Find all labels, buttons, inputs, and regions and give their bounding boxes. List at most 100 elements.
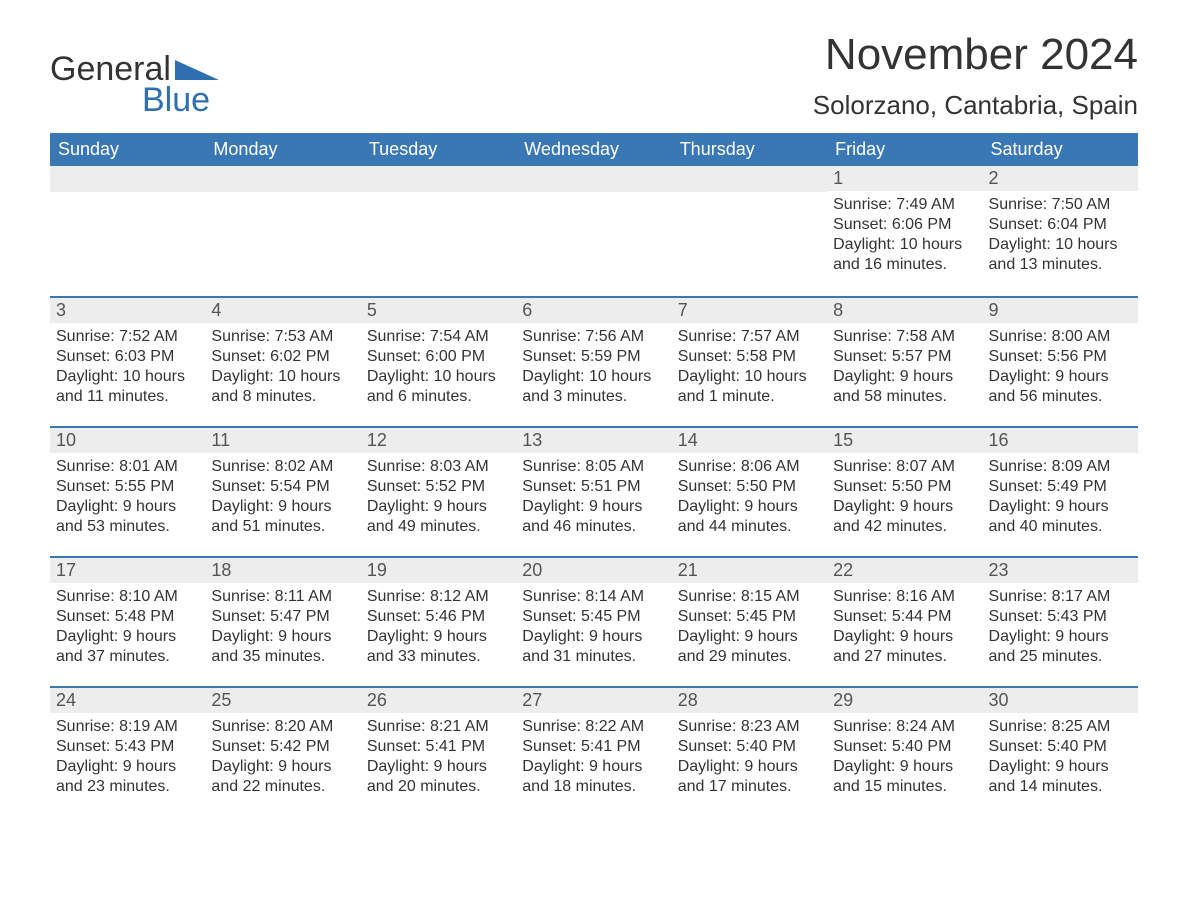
day-cell [672,166,827,296]
weekday-header: Saturday [983,133,1138,166]
day-cell: 29Sunrise: 8:24 AMSunset: 5:40 PMDayligh… [827,688,982,816]
daylight-text: Daylight: 9 hours and 29 minutes. [678,627,821,667]
daylight-text: Daylight: 9 hours and 15 minutes. [833,757,976,797]
daylight-text: Daylight: 9 hours and 25 minutes. [989,627,1132,667]
day-body: Sunrise: 8:11 AMSunset: 5:47 PMDaylight:… [205,583,360,671]
daylight-text: Daylight: 9 hours and 20 minutes. [367,757,510,797]
day-cell: 5Sunrise: 7:54 AMSunset: 6:00 PMDaylight… [361,298,516,426]
day-body: Sunrise: 8:19 AMSunset: 5:43 PMDaylight:… [50,713,205,801]
sunrise-text: Sunrise: 8:16 AM [833,587,976,607]
day-number: 4 [205,298,360,323]
weekday-header-row: Sunday Monday Tuesday Wednesday Thursday… [50,133,1138,166]
sunrise-text: Sunrise: 7:57 AM [678,327,821,347]
sunset-text: Sunset: 5:57 PM [833,347,976,367]
day-cell: 19Sunrise: 8:12 AMSunset: 5:46 PMDayligh… [361,558,516,686]
day-cell: 11Sunrise: 8:02 AMSunset: 5:54 PMDayligh… [205,428,360,556]
daylight-text: Daylight: 9 hours and 46 minutes. [522,497,665,537]
week-row: 10Sunrise: 8:01 AMSunset: 5:55 PMDayligh… [50,426,1138,556]
day-number: 3 [50,298,205,323]
weekday-header: Friday [827,133,982,166]
daylight-text: Daylight: 9 hours and 42 minutes. [833,497,976,537]
month-title: November 2024 [813,30,1138,80]
day-body: Sunrise: 7:57 AMSunset: 5:58 PMDaylight:… [672,323,827,411]
sunrise-text: Sunrise: 8:21 AM [367,717,510,737]
daylight-text: Daylight: 10 hours and 13 minutes. [989,235,1132,275]
sunrise-text: Sunrise: 8:09 AM [989,457,1132,477]
sunset-text: Sunset: 5:41 PM [522,737,665,757]
day-number: 22 [827,558,982,583]
sunrise-text: Sunrise: 7:49 AM [833,195,976,215]
day-number: 12 [361,428,516,453]
daylight-text: Daylight: 9 hours and 22 minutes. [211,757,354,797]
day-cell: 24Sunrise: 8:19 AMSunset: 5:43 PMDayligh… [50,688,205,816]
sunset-text: Sunset: 5:49 PM [989,477,1132,497]
daylight-text: Daylight: 9 hours and 17 minutes. [678,757,821,797]
weekday-header: Thursday [672,133,827,166]
sunrise-text: Sunrise: 8:20 AM [211,717,354,737]
day-cell: 17Sunrise: 8:10 AMSunset: 5:48 PMDayligh… [50,558,205,686]
sunrise-text: Sunrise: 7:50 AM [989,195,1132,215]
sunrise-text: Sunrise: 8:22 AM [522,717,665,737]
sunrise-text: Sunrise: 7:52 AM [56,327,199,347]
week-row: 3Sunrise: 7:52 AMSunset: 6:03 PMDaylight… [50,296,1138,426]
location-subtitle: Solorzano, Cantabria, Spain [813,90,1138,121]
sunset-text: Sunset: 5:43 PM [56,737,199,757]
day-cell [361,166,516,296]
daylight-text: Daylight: 10 hours and 8 minutes. [211,367,354,407]
daylight-text: Daylight: 9 hours and 31 minutes. [522,627,665,667]
daylight-text: Daylight: 9 hours and 53 minutes. [56,497,199,537]
day-body: Sunrise: 8:07 AMSunset: 5:50 PMDaylight:… [827,453,982,541]
day-number: 25 [205,688,360,713]
day-number: 21 [672,558,827,583]
empty-day-bar [516,166,671,192]
sunrise-text: Sunrise: 8:10 AM [56,587,199,607]
daylight-text: Daylight: 9 hours and 44 minutes. [678,497,821,537]
sunrise-text: Sunrise: 8:07 AM [833,457,976,477]
empty-day-bar [672,166,827,192]
sunrise-text: Sunrise: 8:02 AM [211,457,354,477]
sunset-text: Sunset: 6:04 PM [989,215,1132,235]
sunrise-text: Sunrise: 8:17 AM [989,587,1132,607]
day-number: 28 [672,688,827,713]
day-cell: 4Sunrise: 7:53 AMSunset: 6:02 PMDaylight… [205,298,360,426]
empty-day-bar [205,166,360,192]
day-number: 7 [672,298,827,323]
weekday-header: Sunday [50,133,205,166]
day-number: 20 [516,558,671,583]
day-body: Sunrise: 8:12 AMSunset: 5:46 PMDaylight:… [361,583,516,671]
day-cell: 3Sunrise: 7:52 AMSunset: 6:03 PMDaylight… [50,298,205,426]
day-cell: 25 Sunrise: 8:20 AMSunset: 5:42 PMDayligh… [205,688,360,816]
day-cell: 8Sunrise: 7:58 AMSunset: 5:57 PMDaylight… [827,298,982,426]
day-body: Sunrise: 8:25 AMSunset: 5:40 PMDaylight:… [983,713,1138,801]
sunrise-text: Sunrise: 8:23 AM [678,717,821,737]
sunset-text: Sunset: 5:45 PM [678,607,821,627]
daylight-text: Daylight: 9 hours and 18 minutes. [522,757,665,797]
sunrise-text: Sunrise: 8:06 AM [678,457,821,477]
day-cell: 2Sunrise: 7:50 AMSunset: 6:04 PMDaylight… [983,166,1138,296]
sunrise-text: Sunrise: 8:12 AM [367,587,510,607]
day-body: Sunrise: 7:49 AMSunset: 6:06 PMDaylight:… [827,191,982,279]
sunset-text: Sunset: 5:50 PM [678,477,821,497]
day-cell: 14Sunrise: 8:06 AMSunset: 5:50 PMDayligh… [672,428,827,556]
day-cell: 15Sunrise: 8:07 AMSunset: 5:50 PMDayligh… [827,428,982,556]
daylight-text: Daylight: 9 hours and 49 minutes. [367,497,510,537]
day-body: Sunrise: 8:21 AMSunset: 5:41 PMDaylight:… [361,713,516,801]
day-body: Sunrise: 8:09 AMSunset: 5:49 PMDaylight:… [983,453,1138,541]
empty-day-bar [50,166,205,192]
day-cell [205,166,360,296]
day-number: 11 [205,428,360,453]
day-number: 19 [361,558,516,583]
sunrise-text: Sunrise: 8:14 AM [522,587,665,607]
day-cell [516,166,671,296]
day-number: 29 [827,688,982,713]
sunset-text: Sunset: 6:02 PM [211,347,354,367]
day-number: 23 [983,558,1138,583]
day-body: Sunrise: 7:53 AMSunset: 6:02 PMDaylight:… [205,323,360,411]
daylight-text: Daylight: 9 hours and 27 minutes. [833,627,976,667]
sunrise-text: Sunrise: 8:11 AM [211,587,354,607]
sunset-text: Sunset: 5:42 PM [211,737,354,757]
sunset-text: Sunset: 5:45 PM [522,607,665,627]
day-body: Sunrise: 8:23 AMSunset: 5:40 PMDaylight:… [672,713,827,801]
sunset-text: Sunset: 5:46 PM [367,607,510,627]
calendar: Sunday Monday Tuesday Wednesday Thursday… [50,133,1138,816]
